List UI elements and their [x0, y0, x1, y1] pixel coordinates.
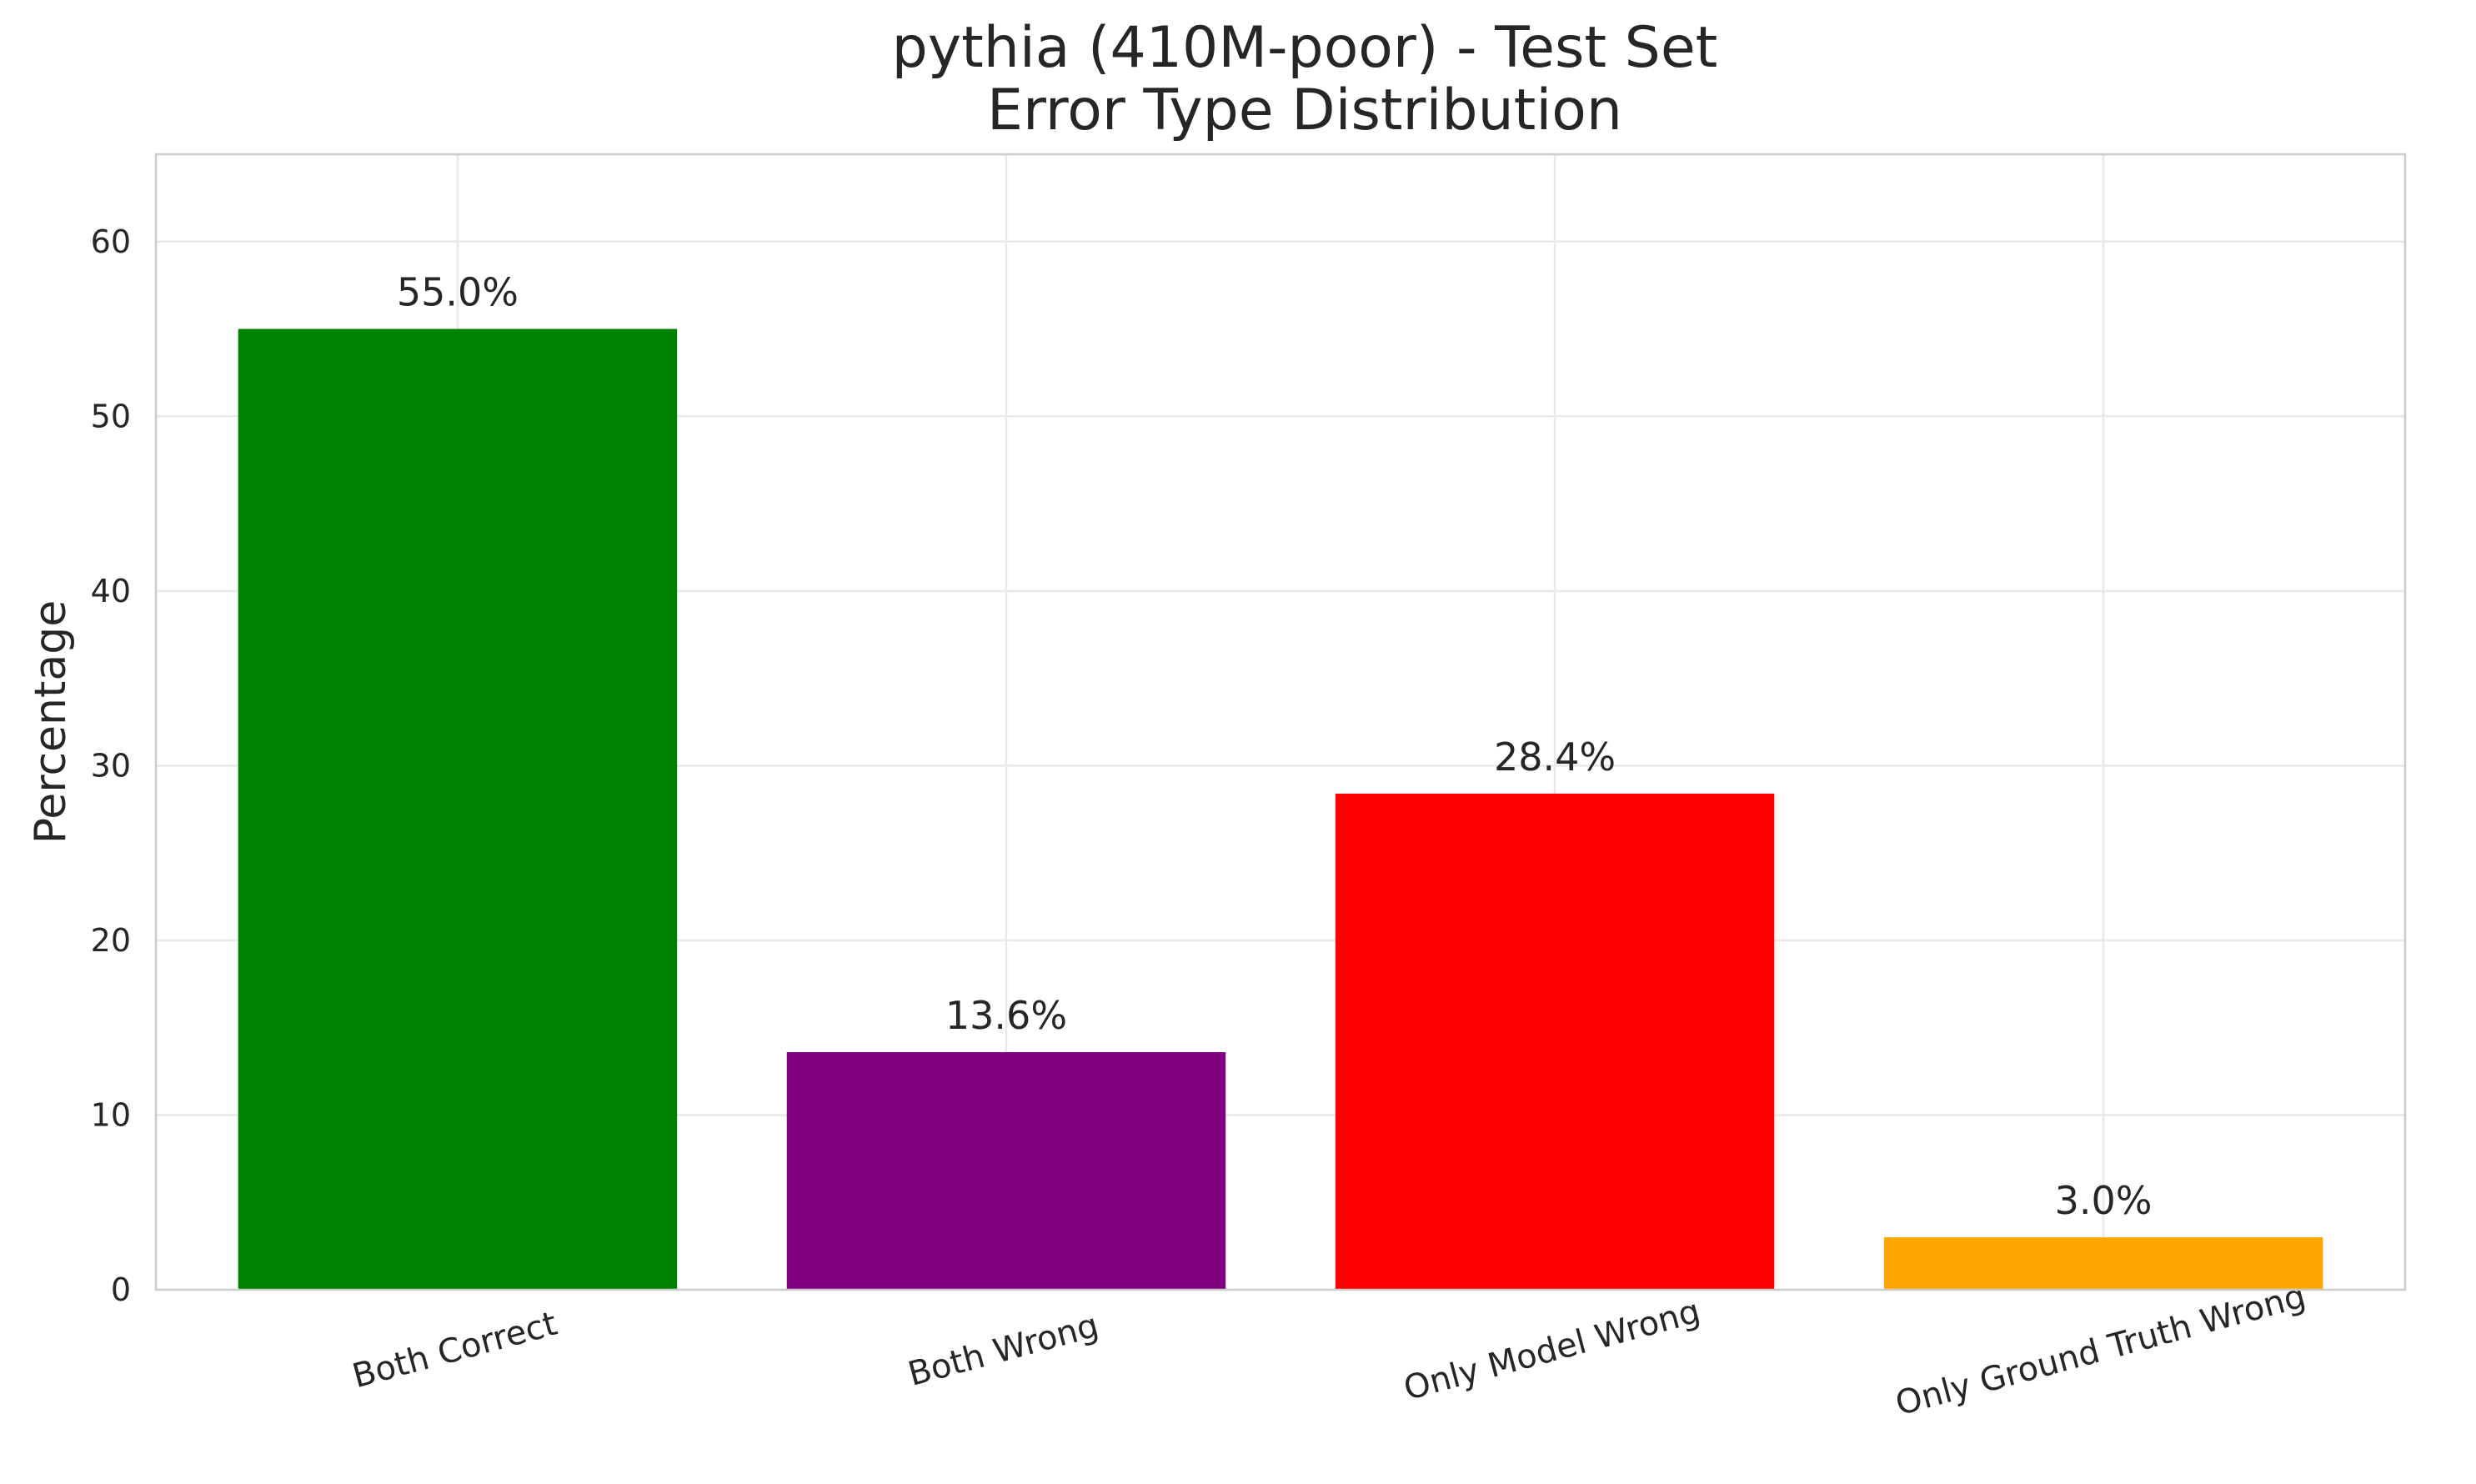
x-tick-label: Both Wrong: [905, 1306, 1103, 1394]
bar-value-label: 3.0%: [2055, 1178, 2153, 1223]
plot-frame: [154, 153, 2407, 1291]
bar-value-label: 55.0%: [397, 270, 519, 315]
bar-value-label: 28.4%: [1494, 734, 1616, 780]
chart-title-line-2: Error Type Distribution: [987, 78, 1622, 143]
x-axis-ticks: Both Correct Both Wrong Only Model Wrong On…: [348, 1277, 2309, 1424]
y-tick-label: 0: [111, 1271, 131, 1308]
chart-title-line-1: pythia (410M-poor) - Test Set: [892, 15, 1718, 81]
y-tick-label: 50: [91, 398, 131, 434]
bar: [1883, 1237, 2323, 1290]
y-tick-label: 40: [91, 573, 131, 609]
y-axis-ticks: 0 10 20 30 40 50 60: [91, 223, 131, 1308]
bar: [238, 328, 678, 1290]
y-tick-label: 30: [91, 747, 131, 784]
y-tick-label: 10: [91, 1096, 131, 1133]
x-tick-label: Both Correct: [348, 1305, 561, 1396]
bars: [238, 328, 2323, 1290]
y-tick-label: 20: [91, 922, 131, 959]
bar: [786, 1052, 1226, 1290]
y-tick-label: 60: [91, 223, 131, 260]
bar-value-labels: 55.0% 13.6% 28.4% 3.0%: [397, 270, 2153, 1224]
y-axis-label: Percentage: [26, 600, 76, 845]
bar-value-label: 13.6%: [945, 993, 1067, 1038]
x-tick-label: Only Ground Truth Wrong: [1892, 1277, 2309, 1424]
bar: [1335, 793, 1775, 1290]
x-tick-label: Only Model Wrong: [1400, 1292, 1704, 1408]
